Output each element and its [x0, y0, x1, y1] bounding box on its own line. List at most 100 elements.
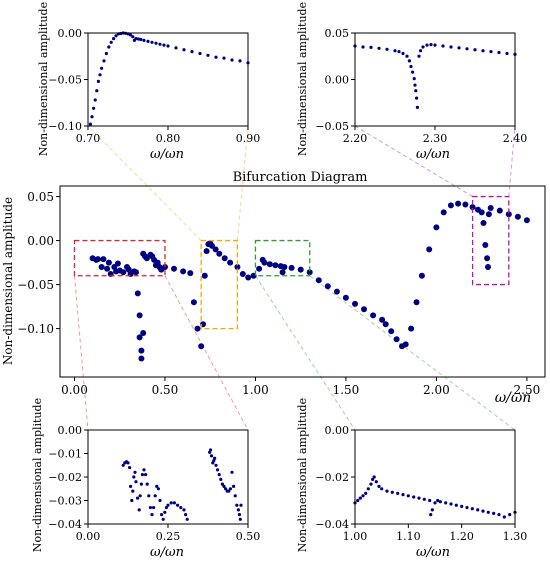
- y-tick-label: −0.05: [48, 73, 82, 86]
- data-point: [169, 501, 173, 505]
- data-point: [185, 517, 189, 521]
- data-point: [145, 482, 149, 486]
- data-point: [393, 49, 397, 53]
- data-point: [238, 59, 242, 63]
- data-point: [281, 264, 288, 270]
- data-point: [95, 89, 99, 93]
- data-point: [379, 316, 386, 323]
- data-point: [473, 48, 477, 52]
- data-point: [489, 50, 493, 54]
- x-tick-label: 2.40: [503, 132, 528, 145]
- main-bifurcation-plot: Bifurcation Diagram 0.00 0.50 1.00 1.50 2.00…: [1, 170, 546, 406]
- data-point: [433, 501, 437, 505]
- data-point: [306, 269, 313, 276]
- data-point: [201, 272, 208, 279]
- data-point: [203, 248, 210, 255]
- inset-top-right-x-axis-label: ω/ωn: [416, 147, 450, 162]
- data-point: [150, 40, 154, 44]
- data-point: [485, 264, 491, 270]
- inset-top-right-frame: [354, 32, 516, 127]
- data-point: [352, 300, 358, 307]
- data-point: [482, 242, 489, 248]
- data-point: [492, 511, 496, 515]
- data-point: [209, 448, 213, 452]
- data-point: [372, 475, 376, 479]
- inset-top-left-y-axis-label: Non-dimensional amplitude: [37, 2, 50, 156]
- data-point: [449, 502, 453, 506]
- data-point: [109, 40, 113, 44]
- data-point: [429, 43, 433, 47]
- data-point: [413, 83, 417, 87]
- inset-bottom-right-frame: [354, 429, 516, 525]
- data-point: [417, 496, 421, 500]
- data-point: [415, 105, 419, 109]
- data-point: [425, 43, 429, 47]
- zoom-connector-line: [164, 275, 249, 431]
- data-point: [449, 45, 453, 49]
- data-point: [214, 463, 218, 467]
- main-x-axis-label: ω/ωn: [495, 390, 532, 406]
- y-tick-label: −0.04: [315, 518, 349, 531]
- x-tick-label: 0.70: [76, 132, 101, 145]
- data-point: [444, 501, 448, 505]
- inset-top-right-y-axis-label: Non-dimensional amplitude: [296, 2, 309, 156]
- y-tick-label: 0.05: [27, 190, 54, 204]
- data-point: [227, 259, 234, 266]
- data-point: [374, 480, 378, 484]
- data-point: [140, 473, 144, 477]
- data-point: [136, 37, 140, 41]
- y-tick-label: −0.03: [48, 494, 82, 507]
- data-point: [469, 204, 476, 211]
- data-point: [219, 477, 223, 481]
- data-point: [179, 506, 183, 510]
- data-point: [497, 50, 501, 55]
- data-point: [174, 46, 178, 50]
- y-tick-label: −0.05: [315, 120, 349, 133]
- data-point: [505, 211, 512, 218]
- data-point: [297, 266, 304, 273]
- data-point: [402, 341, 409, 348]
- data-point: [176, 503, 180, 507]
- data-point: [514, 213, 521, 220]
- data-point: [150, 513, 154, 517]
- data-point: [98, 73, 102, 77]
- x-tick-label: 1.00: [242, 383, 269, 397]
- y-tick-label: 0.00: [58, 424, 83, 437]
- data-point: [132, 475, 136, 479]
- data-point: [88, 122, 92, 126]
- data-point: [523, 217, 530, 224]
- data-point: [234, 264, 241, 270]
- data-point: [104, 265, 111, 272]
- data-point: [104, 51, 108, 56]
- data-point: [364, 491, 368, 495]
- svg-text:Non-dimensional amplitude: Non-dimensional amplitude: [31, 398, 44, 552]
- svg-text:Non-dimensional amplitude: Non-dimensional amplitude: [1, 197, 15, 365]
- data-point: [154, 41, 158, 45]
- data-point: [407, 59, 411, 63]
- data-point: [470, 507, 474, 511]
- data-point: [356, 498, 360, 503]
- inset-bottom-left-frame: [87, 429, 249, 525]
- data-point: [138, 355, 145, 362]
- data-point: [419, 49, 423, 53]
- data-point: [433, 224, 440, 231]
- data-point: [114, 260, 121, 267]
- data-point: [209, 454, 214, 458]
- data-point: [412, 77, 416, 81]
- data-point: [131, 489, 135, 493]
- data-point: [366, 487, 370, 491]
- data-point: [433, 43, 437, 47]
- data-point: [409, 64, 413, 69]
- data-point: [476, 508, 480, 512]
- data-point: [358, 496, 362, 500]
- data-point: [487, 205, 494, 211]
- data-point: [377, 46, 381, 50]
- data-point: [152, 506, 156, 510]
- data-point: [216, 250, 223, 257]
- data-point: [465, 47, 469, 51]
- data-point: [220, 482, 224, 486]
- data-point: [146, 39, 150, 44]
- data-point: [148, 506, 152, 510]
- main-plot-frame: [59, 185, 546, 378]
